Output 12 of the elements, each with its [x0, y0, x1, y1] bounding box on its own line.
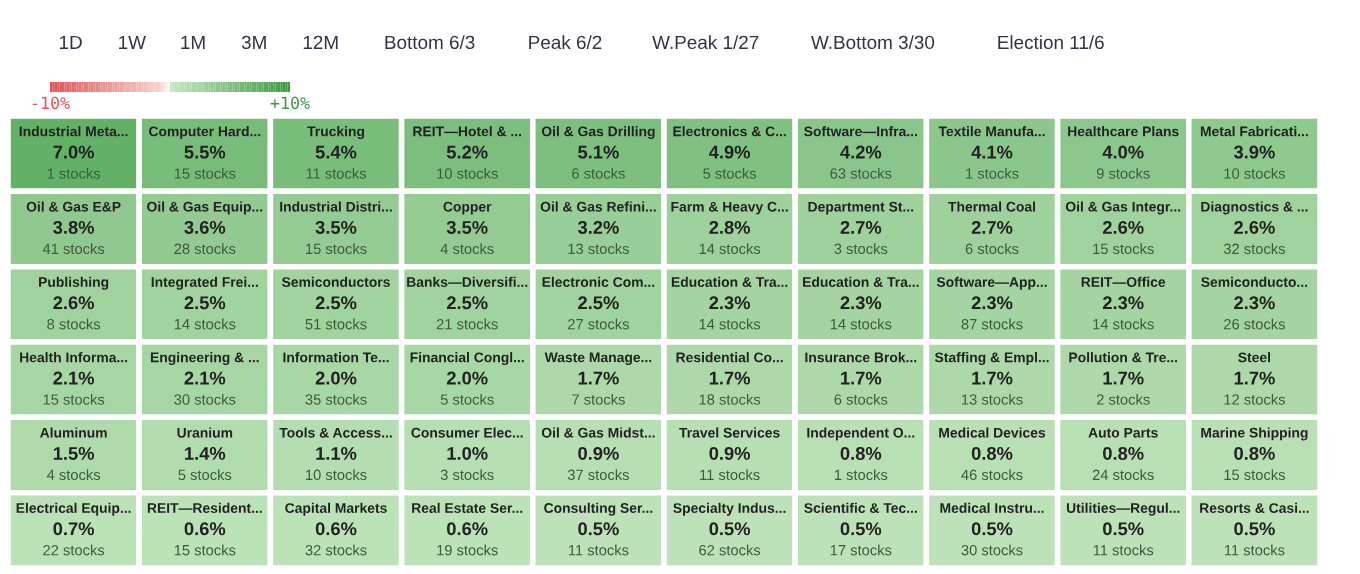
text: 12M	[303, 35, 338, 49]
text: Election 11/6	[998, 35, 1104, 50]
text: 1M	[181, 35, 205, 49]
text: 3M	[241, 35, 266, 50]
color-bar-label: +10%	[270, 96, 310, 110]
text: Peak 6/2	[529, 35, 602, 50]
text: 1W	[119, 35, 146, 49]
text: W.Peak 1/27	[652, 35, 759, 50]
text: W.Bottom 3/30	[811, 35, 935, 50]
text: Bottom 6/3	[385, 35, 475, 50]
color-bar-label: -10%	[32, 96, 70, 110]
text: 1D	[59, 35, 82, 49]
